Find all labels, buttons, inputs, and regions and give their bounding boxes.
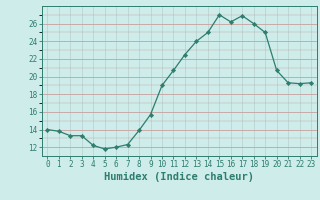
- X-axis label: Humidex (Indice chaleur): Humidex (Indice chaleur): [104, 172, 254, 182]
